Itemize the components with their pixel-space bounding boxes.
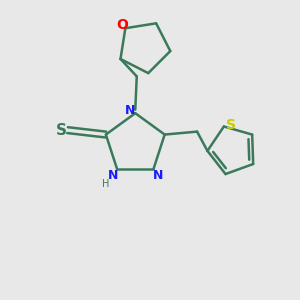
Text: S: S: [56, 123, 67, 138]
Text: S: S: [226, 118, 236, 132]
Text: H: H: [102, 179, 110, 189]
Text: N: N: [153, 169, 163, 182]
Text: N: N: [107, 169, 118, 182]
Text: O: O: [116, 18, 128, 32]
Text: N: N: [125, 104, 135, 117]
